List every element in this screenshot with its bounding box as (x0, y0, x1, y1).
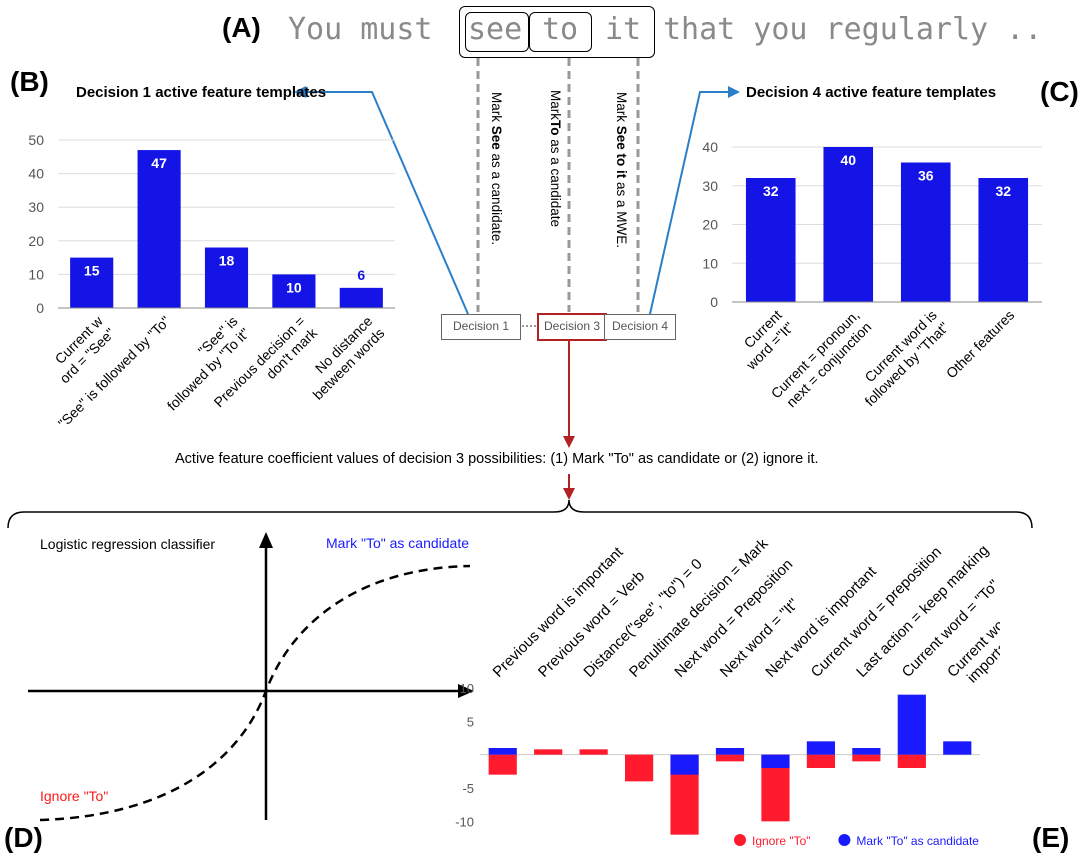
logistic-mark-label: Mark "To" as candidate (326, 535, 470, 551)
see-word-box (465, 12, 529, 52)
arrow-to-caption-head (563, 436, 575, 448)
chart-e-bar (488, 754, 517, 775)
chart-c-data-label: 32 (995, 183, 1011, 199)
arrow-to-b-head (294, 86, 306, 98)
chart-e-ytick-label: 10 (460, 681, 474, 696)
decision-1-step: Mark See as a candidate. (489, 92, 504, 246)
chart-b-data-label: 6 (357, 267, 365, 283)
mwe-group-box (459, 6, 655, 58)
arrow-to-c-head (728, 86, 740, 98)
chart-b-category-label: No distancebetween words (298, 313, 388, 403)
chart-e-legend-marker (734, 834, 746, 846)
chart-c-data-label: 36 (918, 168, 934, 184)
to-word-box (529, 12, 592, 52)
chart-e-bar (852, 754, 881, 762)
chart-c-ytick-label: 20 (702, 217, 718, 233)
chart-e-category-label: Next word = "It" (717, 596, 802, 681)
decision-4-box: Decision 4 (604, 314, 676, 340)
panel-label-e: (E) (1032, 822, 1070, 853)
panel-label-d: (D) (4, 822, 43, 853)
chart-b-bar (137, 150, 181, 308)
chart-e-bar (943, 741, 972, 755)
chart-b-ytick-label: 50 (28, 132, 44, 148)
decision-1-box: Decision 1 (441, 314, 521, 340)
chart-e-ytick-label: -10 (455, 814, 474, 829)
sentence-word-see: see (468, 12, 523, 47)
logistic-plot (28, 532, 474, 822)
arrow-to-brace-head (563, 488, 575, 500)
chart-e-bar (897, 694, 926, 755)
chart-e-bar (625, 754, 654, 782)
curly-brace (7, 499, 1033, 529)
chart-c-ytick-label: 0 (710, 294, 718, 310)
sentence-word-to: to (542, 12, 579, 47)
decision-3-step: MarkTo as a candidate (548, 90, 563, 228)
chart-b-data-label: 10 (286, 279, 302, 295)
chart-e-bar (806, 741, 835, 755)
panel-label-c: (C) (1040, 76, 1079, 107)
logistic-x-arrow (458, 684, 474, 698)
logistic-ignore-label: Ignore "To" (40, 788, 109, 804)
chart-c-bar (900, 162, 951, 302)
chart-e-bar (761, 754, 790, 768)
chart-c-category-label: Other features (943, 307, 1018, 382)
chart-b-data-label: 18 (219, 253, 235, 269)
sigmoid-curve (39, 564, 471, 822)
chart-b-bar (204, 247, 249, 308)
chart-e-bar (897, 754, 926, 768)
chart-c-ytick-label: 30 (702, 178, 718, 194)
chart-b-data-label: 15 (84, 263, 100, 279)
chart-e-bar (715, 754, 745, 762)
logistic-y-arrow (259, 532, 273, 548)
chart-c-data-label: 40 (840, 152, 856, 168)
chart-e-bar (715, 748, 745, 755)
chart-b-bar (272, 274, 316, 308)
chart-b-ytick-label: 20 (28, 233, 44, 249)
chart-e-bar (670, 754, 699, 775)
chart-c-ytick-label: 10 (702, 255, 718, 271)
chart-b-ytick-label: 40 (28, 166, 44, 182)
panel-label-a: (A) (222, 12, 261, 43)
chart-e-bar (534, 749, 563, 755)
chart-c-category-label: Currentword ="It" (730, 307, 797, 374)
chart-e-bar (488, 748, 517, 755)
decision-4-step: Mark See to it as a MWE. (614, 92, 629, 249)
chart-e-legend-label: Ignore "To" (752, 834, 811, 848)
sentence-before: You must (288, 12, 433, 47)
chart-c-bar (823, 147, 874, 302)
chart-c-ytick-label: 40 (702, 139, 718, 155)
chart-c-bar (978, 178, 1029, 302)
chart-e-ytick-label: 5 (467, 714, 474, 729)
chart-c-bar (745, 178, 796, 302)
chart-e-ytick-label: -5 (462, 781, 474, 796)
decision-3-box: Decision 3 (537, 313, 607, 341)
chart-b-data-label: 47 (151, 155, 167, 171)
chart-b-title: Decision 1 active feature templates (76, 84, 327, 101)
chart-e-bar (806, 754, 835, 768)
sentence-word-it: it (605, 12, 642, 47)
logistic-title: Logistic regression classifier (40, 536, 216, 552)
feature-caption: Active feature coefficient values of dec… (175, 451, 819, 467)
sentence-after: that you regularly .. (663, 12, 1043, 47)
chart-e-legend-marker (838, 834, 851, 846)
chart-b-ytick-label: 10 (28, 266, 44, 282)
chart-b-ytick-label: 0 (36, 300, 44, 316)
chart-c-data-label: 32 (763, 183, 779, 199)
arrow-to-b (304, 91, 469, 315)
chart-e-legend-label: Mark "To" as candidate (856, 834, 979, 848)
arrow-to-c (649, 91, 728, 315)
chart-b-bar (339, 287, 383, 308)
chart-b-bar (70, 257, 114, 308)
chart-e-bar (852, 748, 881, 755)
panel-label-b: (B) (10, 66, 49, 97)
chart-e-bar (579, 749, 608, 755)
chart-c-title: Decision 4 active feature templates (746, 84, 997, 101)
chart-b-ytick-label: 30 (28, 199, 44, 215)
